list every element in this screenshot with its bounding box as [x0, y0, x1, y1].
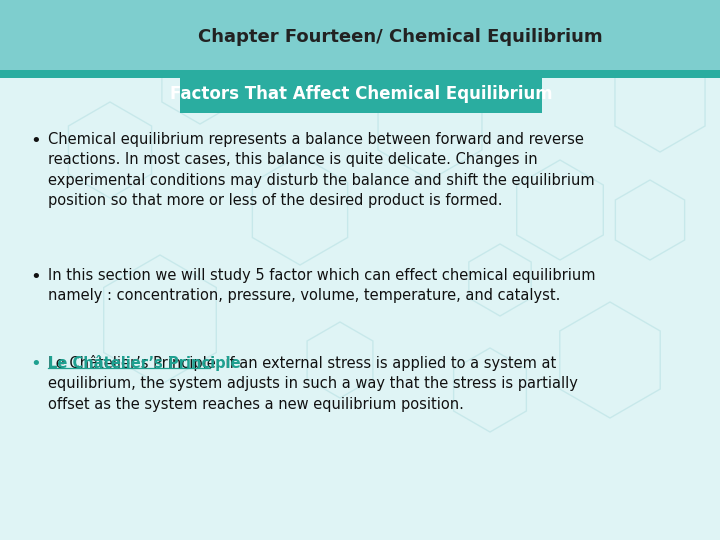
Text: •: •	[30, 268, 41, 286]
Text: Chemical equilibrium represents a balance between forward and reverse
reactions.: Chemical equilibrium represents a balanc…	[48, 132, 595, 208]
Text: •: •	[30, 132, 41, 150]
Text: •: •	[30, 355, 41, 373]
Text: Le Châtelier’s Principle: Le Châtelier’s Principle	[48, 355, 240, 371]
Bar	[0, 70, 720, 78]
Bar	[180, 75, 542, 113]
Text: Chapter Fourteen/ Chemical Equilibrium: Chapter Fourteen/ Chemical Equilibrium	[198, 28, 603, 46]
Text: Le Châtelier’s Principle: if an external stress is applied to a system at
equili: Le Châtelier’s Principle: if an external…	[48, 355, 578, 412]
Bar	[0, 0, 720, 72]
Text: In this section we will study 5 factor which can effect chemical equilibrium
nam: In this section we will study 5 factor w…	[48, 268, 595, 303]
Text: Factors That Affect Chemical Equilibrium: Factors That Affect Chemical Equilibrium	[170, 85, 552, 103]
